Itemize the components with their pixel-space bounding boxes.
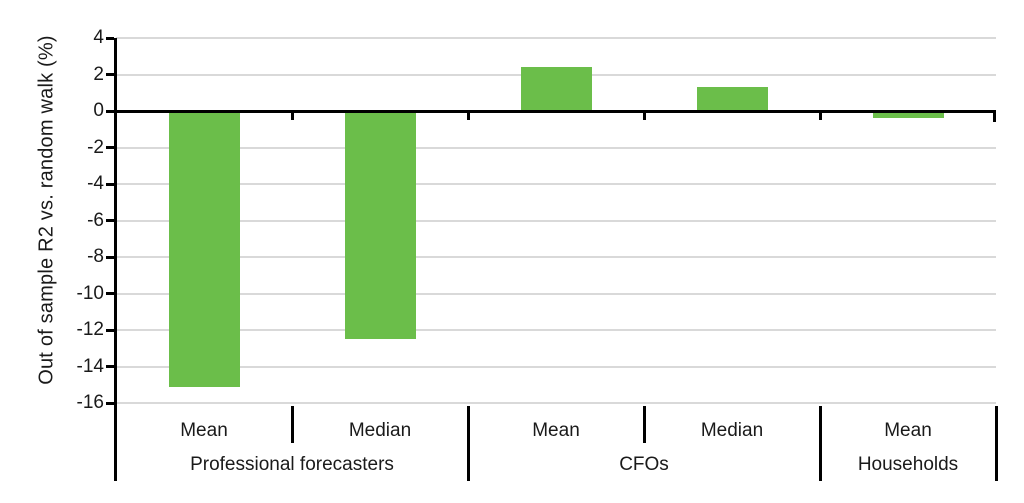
y-tick--12 xyxy=(106,328,114,332)
x-label-cfos-median: Median xyxy=(700,420,764,441)
y-tick--2 xyxy=(106,146,114,149)
y-tick-label--10: -10 xyxy=(76,282,104,304)
bar-professional-forecasters-mean xyxy=(168,111,240,387)
y-tick--16 xyxy=(106,401,114,405)
y-axis-line xyxy=(114,38,117,481)
y-tick-label-0: 0 xyxy=(93,100,104,121)
y-tick--10 xyxy=(106,292,114,295)
separator-minor-professional-forecasters xyxy=(290,406,294,443)
y-tick-label--12: -12 xyxy=(76,319,104,340)
x-axis-zero-line xyxy=(116,109,996,113)
zero-line-tick xyxy=(466,112,470,120)
bar-cfos-mean xyxy=(520,67,592,111)
y-tick--4 xyxy=(106,182,114,186)
y-tick--6 xyxy=(106,219,114,222)
x-label-professional-forecasters-median: Median xyxy=(348,420,412,441)
zero-line-tick xyxy=(290,112,294,120)
x-label-households-mean: Mean xyxy=(884,420,932,441)
gridline-y--2 xyxy=(116,146,996,149)
y-tick--14 xyxy=(106,365,114,368)
y-tick--8 xyxy=(106,255,114,259)
separator-major-households xyxy=(994,406,998,481)
x-label-cfos-mean: Mean xyxy=(532,420,580,441)
y-tick-label-4: 4 xyxy=(93,27,104,48)
zero-line-end-tick xyxy=(993,112,996,122)
group-label-professional-forecasters: Professional forecasters xyxy=(190,454,394,475)
bar-households-mean xyxy=(872,111,944,119)
zero-line-tick xyxy=(642,112,646,120)
separator-minor-cfos xyxy=(642,406,646,443)
gridline-y--12 xyxy=(116,329,996,331)
y-tick-2 xyxy=(106,73,114,76)
x-label-professional-forecasters-mean: Mean xyxy=(180,420,228,441)
gridline-y--8 xyxy=(116,256,996,258)
y-tick-label--16: -16 xyxy=(76,392,104,413)
y-tick-label--8: -8 xyxy=(87,246,104,267)
bar-cfos-median xyxy=(696,87,768,111)
group-label-cfos: CFOs xyxy=(619,454,669,475)
y-tick-label--14: -14 xyxy=(76,355,104,377)
gridline-y--14 xyxy=(116,365,996,368)
separator-major-cfos xyxy=(818,406,822,481)
gridline-y--16 xyxy=(116,402,996,404)
y-tick-label--2: -2 xyxy=(87,136,104,158)
group-label-households: Households xyxy=(857,454,959,475)
gridline-y--6 xyxy=(116,219,996,222)
y-tick-label-2: 2 xyxy=(93,63,104,85)
y-tick-label--4: -4 xyxy=(87,173,104,194)
gridline-y-4 xyxy=(116,37,996,39)
gridline-y--10 xyxy=(116,292,996,295)
zero-line-tick xyxy=(818,112,822,120)
bar-professional-forecasters-median xyxy=(344,111,416,340)
y-tick-label--6: -6 xyxy=(87,209,104,231)
y-tick-0 xyxy=(106,109,114,113)
y-tick-4 xyxy=(106,36,114,40)
separator-major-professional-forecasters xyxy=(466,406,470,481)
gridline-y--4 xyxy=(116,183,996,185)
